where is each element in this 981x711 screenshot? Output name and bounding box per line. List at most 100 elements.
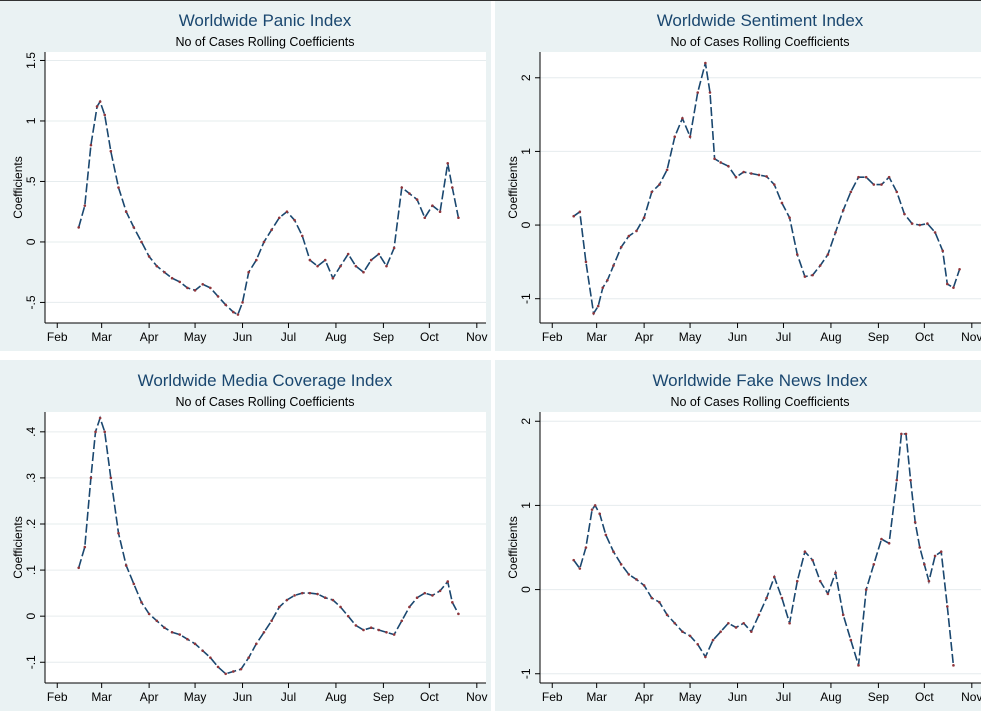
data-point (834, 571, 837, 575)
data-point (635, 578, 638, 581)
data-point (642, 584, 646, 587)
data-point (704, 61, 707, 65)
data-point (681, 116, 684, 120)
x-tick-label: Jul (281, 330, 296, 344)
data-point (163, 626, 166, 629)
y-tick-label: -.5 (24, 295, 38, 309)
data-point (880, 537, 883, 541)
data-point (780, 596, 784, 600)
data-point (385, 264, 388, 268)
data-point (392, 246, 396, 250)
data-point (864, 588, 868, 591)
data-point (415, 596, 419, 600)
data-point (186, 286, 189, 290)
data-point (952, 286, 955, 289)
data-point (946, 282, 949, 286)
data-point (849, 638, 853, 642)
data-point (446, 162, 450, 165)
data-point (811, 558, 814, 562)
x-tick-label: Aug (325, 330, 346, 344)
data-point (262, 240, 266, 244)
data-point (681, 630, 684, 633)
data-point (572, 558, 575, 562)
x-tick-label: May (184, 330, 207, 344)
data-point (385, 631, 388, 634)
data-point (926, 222, 929, 225)
data-point (285, 598, 289, 602)
data-point (216, 295, 220, 298)
data-point (598, 512, 602, 516)
data-point (155, 619, 159, 623)
x-tick-label: May (679, 330, 702, 344)
data-point (392, 633, 396, 636)
x-tick-label: Feb (542, 690, 563, 704)
data-point (696, 642, 700, 646)
x-tick-label: Feb (47, 690, 68, 704)
data-point (673, 135, 677, 138)
data-point (277, 605, 281, 609)
data-point (247, 656, 250, 659)
data-point (864, 175, 868, 179)
data-point (170, 276, 174, 280)
data-point (650, 596, 654, 600)
data-point (918, 223, 922, 227)
data-point (895, 190, 899, 194)
data-point (904, 432, 908, 436)
data-point (772, 183, 776, 186)
data-point (742, 170, 745, 174)
y-tick-label: 2 (519, 418, 533, 425)
y-tick-label: 1 (519, 148, 533, 155)
data-point (323, 596, 327, 600)
data-point (155, 264, 159, 268)
data-point (369, 258, 373, 262)
data-point (658, 183, 661, 186)
data-point (431, 204, 434, 207)
data-point (354, 624, 358, 627)
data-point (665, 613, 669, 617)
data-point (590, 508, 594, 511)
data-point (193, 289, 197, 292)
data-point (719, 161, 722, 164)
x-tick-label: Jul (776, 330, 791, 344)
data-point (224, 303, 227, 307)
y-tick-label: 1.5 (24, 52, 38, 69)
x-tick-label: May (679, 690, 702, 704)
y-tick-label: 0 (24, 238, 38, 245)
data-point (103, 430, 107, 434)
data-point (109, 476, 113, 480)
data-point (438, 589, 442, 593)
x-tick-label: Oct (420, 330, 439, 344)
data-point (658, 600, 661, 604)
data-point (400, 186, 404, 189)
data-point (262, 631, 266, 634)
chart-title: Worldwide Fake News Index (652, 371, 868, 390)
data-point (132, 582, 136, 586)
y-tick-label: -1 (519, 668, 533, 679)
y-tick-label: 0 (24, 613, 38, 620)
data-point (627, 573, 631, 576)
x-tick-label: Oct (915, 330, 934, 344)
data-point (734, 626, 738, 629)
data-point (903, 212, 906, 216)
data-point (750, 172, 753, 175)
data-point (369, 626, 373, 629)
plot-area (45, 52, 486, 323)
data-point (826, 253, 830, 256)
data-point (339, 605, 342, 609)
x-tick-label: Nov (466, 330, 487, 344)
data-point (673, 621, 677, 625)
data-point (795, 253, 799, 256)
data-point (109, 149, 113, 153)
data-point (232, 310, 235, 314)
data-point (255, 258, 258, 262)
data-point (457, 216, 460, 220)
data-point (604, 533, 608, 537)
data-point (408, 605, 411, 609)
data-point (627, 234, 631, 238)
data-point (772, 575, 776, 579)
data-point (255, 642, 258, 646)
data-point (239, 667, 243, 671)
data-point (331, 276, 335, 280)
data-point (933, 231, 937, 234)
y-axis-title: Coefficients (506, 516, 520, 578)
